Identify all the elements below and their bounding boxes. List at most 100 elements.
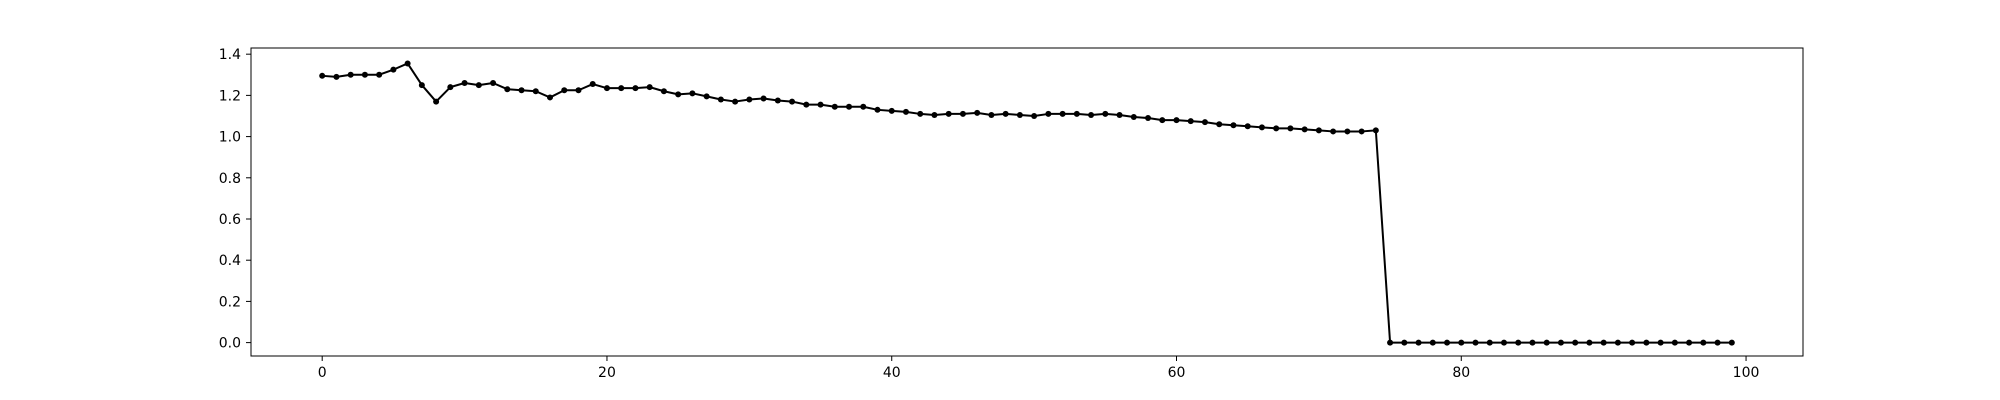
y-tick-label: 0.2 [219, 294, 241, 310]
data-point [418, 82, 425, 89]
data-point [618, 85, 625, 92]
data-point [518, 87, 525, 94]
data-point [475, 82, 482, 89]
x-tick-label: 100 [1733, 365, 1760, 381]
x-tick-label: 40 [883, 365, 901, 381]
y-tick-label: 0.8 [219, 171, 241, 187]
data-point [1643, 339, 1650, 346]
data-point [760, 95, 767, 102]
data-point [1273, 125, 1280, 132]
data-point [1458, 339, 1465, 346]
data-point [1557, 339, 1564, 346]
data-point [1629, 339, 1636, 346]
data-point [361, 71, 368, 78]
x-tick-label: 60 [1168, 365, 1186, 381]
data-point [319, 72, 326, 79]
y-tick-label: 0.4 [219, 253, 241, 269]
data-point [1258, 124, 1265, 131]
data-point [547, 94, 554, 101]
data-point [1486, 339, 1493, 346]
data-point [1515, 339, 1522, 346]
data-point [1330, 128, 1337, 135]
data-point [1572, 339, 1579, 346]
data-point [1159, 117, 1166, 124]
data-point [1173, 117, 1180, 124]
data-point [603, 85, 610, 92]
data-point [561, 87, 568, 94]
axes: 0 20 40 60 80 100 0.0 0.2 0.4 0.6 0.8 1.0 1.2 1.4 [219, 47, 1804, 381]
x-tick-label: 20 [598, 365, 616, 381]
data-point [831, 103, 838, 110]
data-point [1529, 339, 1536, 346]
data-point [974, 109, 981, 116]
data-point [333, 73, 340, 80]
x-tick-label: 80 [1452, 365, 1470, 381]
data-point [1543, 339, 1550, 346]
data-point [1600, 339, 1607, 346]
data-point [1344, 128, 1351, 135]
data-point [347, 71, 354, 78]
data-point [1059, 110, 1066, 117]
data-point [1500, 339, 1507, 346]
data-point [1116, 111, 1123, 118]
data-point [1358, 128, 1365, 135]
data-point [988, 111, 995, 118]
data-point [689, 90, 696, 97]
data-point [1415, 339, 1422, 346]
data-point [1586, 339, 1593, 346]
data-point [860, 103, 867, 110]
data-point [1216, 121, 1223, 128]
data-point [1472, 339, 1479, 346]
data-point [1372, 127, 1379, 134]
data-point [703, 93, 710, 100]
data-point [789, 98, 796, 105]
data-point [1315, 127, 1322, 134]
data-point [1287, 125, 1294, 132]
data-point [1088, 111, 1095, 118]
data-point [1073, 110, 1080, 117]
data-point [1714, 339, 1721, 346]
data-point [774, 97, 781, 104]
data-point [931, 111, 938, 118]
data-point [846, 103, 853, 110]
data-point [1401, 339, 1408, 346]
y-tick-label: 0.0 [219, 336, 241, 352]
data-point [732, 98, 739, 105]
data-point [660, 88, 667, 95]
y-tick-label: 1.2 [219, 88, 241, 104]
data-point [1230, 122, 1237, 129]
data-point [945, 110, 952, 117]
data-point [1201, 119, 1208, 126]
data-point [1671, 339, 1678, 346]
data-point [1686, 339, 1693, 346]
data-point [390, 66, 397, 73]
data-point [1444, 339, 1451, 346]
data-point [1429, 339, 1436, 346]
data-point [675, 91, 682, 98]
data-point [1031, 112, 1038, 119]
data-point [1301, 126, 1308, 133]
series-line [322, 62, 1732, 344]
data-point [1187, 118, 1194, 125]
data-point [589, 81, 596, 88]
data-point [1244, 123, 1251, 130]
data-point [433, 98, 440, 105]
data-point [504, 86, 511, 93]
data-point [376, 71, 383, 78]
series-layer [319, 60, 1735, 346]
data-point [1145, 115, 1152, 122]
x-tick-label: 0 [318, 365, 327, 381]
plot-frame [250, 47, 1804, 357]
data-point [1130, 114, 1137, 121]
data-point [1387, 339, 1394, 346]
data-point [888, 107, 895, 114]
data-point [874, 106, 881, 113]
data-point [646, 84, 653, 91]
data-point [959, 110, 966, 117]
data-point [746, 96, 753, 103]
data-point [1700, 339, 1707, 346]
data-point [902, 108, 909, 115]
y-tick-label: 1.0 [219, 130, 241, 146]
